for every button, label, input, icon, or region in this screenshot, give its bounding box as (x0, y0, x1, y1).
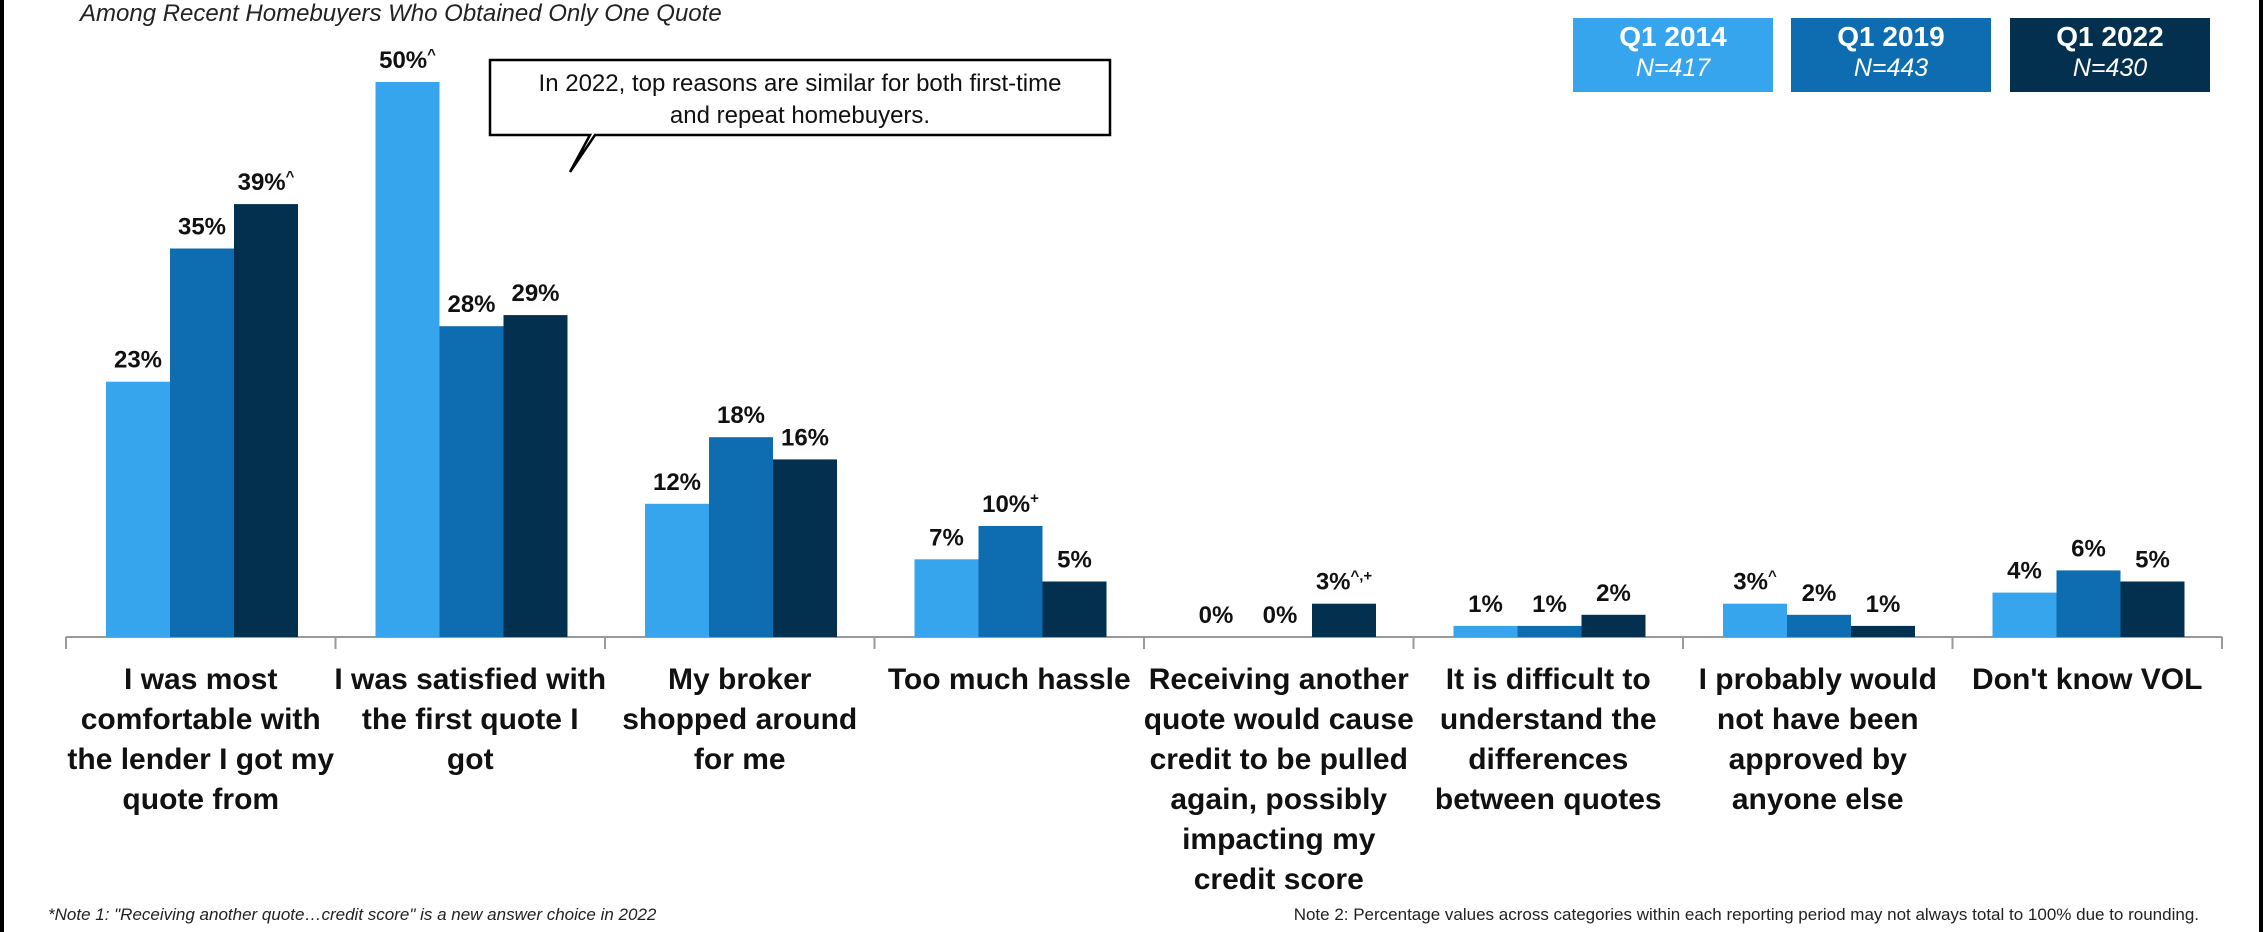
data-label: 2% (1802, 580, 1837, 607)
bar-q1-2022 (773, 459, 837, 637)
category-label: differences (1468, 743, 1628, 776)
bar-q1-2019 (709, 437, 773, 637)
significance-mark: ^ (427, 46, 436, 63)
data-label: 35% (178, 214, 226, 241)
legend-sample-size: N=430 (2072, 54, 2148, 82)
bar-q1-2019 (978, 526, 1043, 637)
category-label: quote would cause (1144, 703, 1414, 736)
data-label: 18% (717, 402, 765, 429)
bar-q1-2022 (234, 204, 298, 637)
significance-mark: ^ (1768, 568, 1777, 585)
bar-q1-2022 (1312, 603, 1376, 637)
category-label: I was satisfied with (334, 663, 606, 696)
legend-period: Q1 2019 (1837, 21, 1945, 52)
significance-mark: ^ (286, 168, 295, 185)
category-label: My broker (668, 663, 812, 696)
bar-q1-2014 (1723, 603, 1787, 637)
category-label: impacting my (1182, 823, 1376, 856)
bar-q1-2014 (1453, 625, 1518, 637)
category-label: Too much hassle (888, 663, 1131, 696)
bar-q1-2014 (106, 381, 170, 637)
data-label: 10%+ (982, 490, 1039, 518)
legend-sample-size: N=417 (1635, 54, 1711, 82)
category-label: comfortable with (81, 703, 321, 736)
significance-mark: ^,+ (1351, 568, 1373, 585)
legend-item-q1-2022: Q1 2022 N=430 (2010, 18, 2210, 92)
data-label: 50%^ (379, 46, 436, 74)
category-label: I was most (124, 663, 277, 696)
data-label: 1% (1532, 591, 1567, 618)
chart-subtitle: Among Recent Homebuyers Who Obtained Onl… (80, 0, 722, 27)
bar-q1-2014 (1992, 592, 2057, 637)
bar-q1-2022 (1042, 581, 1107, 637)
legend-sample-size: N=443 (1853, 54, 1929, 82)
legend-item-q1-2014: Q1 2014 N=417 (1573, 18, 1773, 92)
bar-q1-2019 (439, 326, 504, 637)
bar-q1-2019 (1787, 614, 1851, 637)
bar-q1-2014 (645, 503, 709, 637)
data-label: 39%^ (238, 168, 295, 196)
bar-q1-2022 (2120, 581, 2185, 637)
category-label: I probably would (1699, 663, 1937, 696)
data-label: 2% (1596, 580, 1631, 607)
data-label: 29% (511, 280, 559, 307)
legend-period: Q1 2014 (1619, 21, 1727, 52)
category-label: the first quote I (362, 703, 579, 736)
legend-period: Q1 2022 (2056, 21, 2164, 52)
category-label: anyone else (1732, 783, 1904, 816)
significance-mark: + (1030, 490, 1039, 507)
legend-item-q1-2019: Q1 2019 N=443 (1791, 18, 1991, 92)
callout-line-2: and repeat homebuyers. (670, 102, 930, 129)
data-label: 3%^ (1733, 568, 1777, 596)
category-label: credit score (1194, 863, 1364, 896)
data-label: 23% (114, 347, 162, 374)
data-label: 1% (1468, 591, 1503, 618)
data-label: 6% (2071, 535, 2106, 562)
callout-line-1: In 2022, top reasons are similar for bot… (539, 70, 1062, 97)
bar-q1-2019 (2056, 570, 2121, 637)
category-label: not have been (1717, 703, 1919, 736)
footnote-1: *Note 1: "Receiving another quote…credit… (48, 905, 657, 924)
data-label: 7% (929, 524, 964, 551)
bar-q1-2019 (1517, 625, 1582, 637)
data-label: 1% (1866, 591, 1901, 618)
category-label: understand the (1440, 703, 1657, 736)
category-label: again, possibly (1170, 783, 1387, 816)
data-label: 5% (1057, 547, 1092, 574)
callout: In 2022, top reasons are similar for bot… (488, 58, 1112, 173)
bar-q1-2014 (914, 559, 979, 637)
category-label: It is difficult to (1446, 663, 1651, 696)
data-label: 4% (2007, 558, 2042, 585)
data-label: 5% (2135, 547, 2170, 574)
footnote-2: Note 2: Percentage values across categor… (1293, 905, 2199, 924)
data-label: 28% (447, 291, 495, 318)
category-label: credit to be pulled (1150, 743, 1408, 776)
data-label: 12% (653, 469, 701, 496)
bar-q1-2022 (1851, 625, 1915, 637)
data-label: 0% (1263, 602, 1298, 629)
data-label: 0% (1199, 602, 1234, 629)
category-label: shopped around (622, 703, 857, 736)
category-label: for me (694, 743, 786, 776)
category-label: quote from (122, 783, 279, 816)
bar-q1-2019 (170, 248, 234, 637)
data-label: 16% (781, 424, 829, 451)
category-label: Don't know VOL (1972, 663, 2202, 696)
bar-q1-2022 (503, 315, 568, 637)
data-label: 3%^,+ (1316, 568, 1373, 596)
category-label: approved by (1729, 743, 1908, 776)
category-label: Receiving another (1149, 663, 1409, 696)
bar-q1-2022 (1581, 614, 1646, 637)
category-label: the lender I got my (67, 743, 334, 776)
bar-q1-2014 (375, 82, 440, 637)
category-label: between quotes (1435, 783, 1662, 816)
category-label: got (447, 743, 494, 776)
